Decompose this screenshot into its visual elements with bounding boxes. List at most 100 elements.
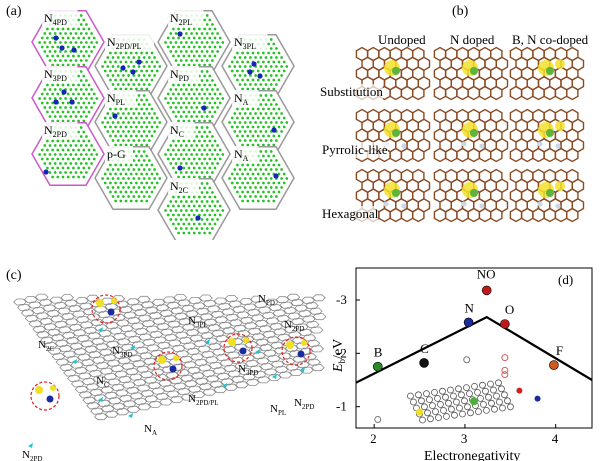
- carbon-ring: [200, 332, 215, 340]
- carbon-ring: [220, 378, 235, 386]
- carbon-atom: [40, 157, 44, 161]
- carbon-atom: [169, 209, 173, 212]
- carbon-ring: [136, 365, 150, 373]
- carbon-atom: [155, 125, 159, 129]
- nitrogen-atom: [130, 69, 136, 75]
- carbon-ring: [206, 305, 221, 313]
- carbon-atom: [101, 65, 104, 68]
- carbon-atom: [203, 27, 206, 31]
- carbon-ring: [94, 324, 109, 332]
- carbon-atom: [190, 209, 193, 212]
- carbon-atom: [267, 125, 270, 129]
- carbon-atom: [59, 32, 62, 35]
- carbon-atom: [251, 107, 255, 111]
- carbon-ring: [176, 369, 190, 377]
- carbon-atom: [82, 157, 86, 161]
- carbon-atom: [137, 186, 141, 189]
- sheet-label: N3PD: [238, 363, 258, 377]
- carbon-atom: [169, 218, 173, 221]
- carbon-atom: [166, 148, 170, 152]
- carbon-atom: [127, 186, 130, 189]
- carbon-atom: [114, 87, 117, 91]
- carbon-atom: [153, 168, 156, 171]
- carbon-atom: [135, 69, 138, 73]
- carbon-atom: [221, 41, 225, 44]
- carbon-ring: [554, 207, 568, 223]
- carbon-atom: [272, 163, 276, 167]
- open-point: [463, 356, 471, 364]
- carbon-ring: [255, 338, 270, 346]
- carbon-atom: [267, 163, 270, 167]
- carbon-atom: [119, 87, 123, 91]
- carbon-atom: [109, 116, 112, 120]
- carbon-atom: [79, 70, 83, 73]
- hex-label: NC: [170, 123, 184, 139]
- carbon-ring: [119, 325, 134, 332]
- carbon-atom: [69, 41, 73, 44]
- carbon-ring: [247, 327, 262, 335]
- carbon-ring: [266, 355, 281, 363]
- carbon-atom: [66, 175, 70, 179]
- carbon-atom: [198, 27, 201, 31]
- carbon-atom: [77, 83, 80, 87]
- carbon-ring: [115, 300, 130, 308]
- carbon-atom: [116, 121, 120, 124]
- carbon-ring: [306, 339, 321, 347]
- carbon-ring: [83, 327, 98, 334]
- carbon-ring: [126, 405, 141, 413]
- carbon-atom: [241, 190, 244, 194]
- carbon-atom: [129, 199, 133, 203]
- carbon-atom: [82, 18, 86, 22]
- carbon-atom: [187, 213, 191, 217]
- carbon-atom: [74, 106, 78, 109]
- carbon-atom: [282, 60, 286, 64]
- carbon-atom: [177, 231, 180, 235]
- carbon-atom: [127, 65, 130, 68]
- carbon-ring: [194, 377, 209, 385]
- carbon-atom: [153, 74, 156, 77]
- carbon-ring: [134, 328, 149, 335]
- carbon-atom: [90, 50, 93, 53]
- carbon-atom: [208, 74, 212, 78]
- carbon-atom: [148, 103, 151, 106]
- carbon-atom: [119, 60, 123, 64]
- carbon-atom: [82, 54, 86, 58]
- carbon-ring: [286, 293, 301, 301]
- carbon-atom: [166, 157, 170, 161]
- carbon-atom: [179, 153, 183, 156]
- carbon-atom: [190, 50, 193, 53]
- carbon-atom: [124, 125, 128, 129]
- carbon-ring: [116, 319, 130, 327]
- carbon-ring: [153, 336, 167, 344]
- carbon-atom: [51, 83, 54, 87]
- carbon-atom: [179, 41, 183, 44]
- carbon-ring: [256, 376, 271, 384]
- carbon-atom: [238, 186, 242, 189]
- carbon-atom: [182, 231, 186, 235]
- carbon-ring: [137, 403, 152, 411]
- carbon-atom: [249, 121, 252, 124]
- carbon-atom: [182, 148, 186, 152]
- carbon-atom: [264, 150, 268, 153]
- carbon-atom: [148, 112, 151, 115]
- carbon-atom: [72, 166, 75, 170]
- carbon-atom: [233, 121, 237, 124]
- carbon-atom: [77, 139, 80, 143]
- carbon-ring: [165, 371, 180, 379]
- point-label: F: [556, 343, 563, 358]
- carbon-atom: [267, 78, 270, 82]
- carbon-atom: [264, 94, 268, 97]
- carbon-atom: [174, 218, 178, 221]
- carbon-atom: [111, 186, 115, 189]
- carbon-ring: [90, 407, 104, 415]
- carbon-ring: [305, 302, 319, 310]
- carbon-atom: [172, 204, 175, 208]
- carbon-atom: [129, 143, 133, 147]
- carbon-atom: [72, 92, 75, 96]
- carbon-atom: [127, 139, 130, 142]
- hex-border: [94, 146, 168, 210]
- carbon-ring: [157, 342, 171, 349]
- carbon-atom: [211, 153, 214, 156]
- defect-circle: [91, 294, 121, 324]
- carbon-atom: [174, 32, 178, 35]
